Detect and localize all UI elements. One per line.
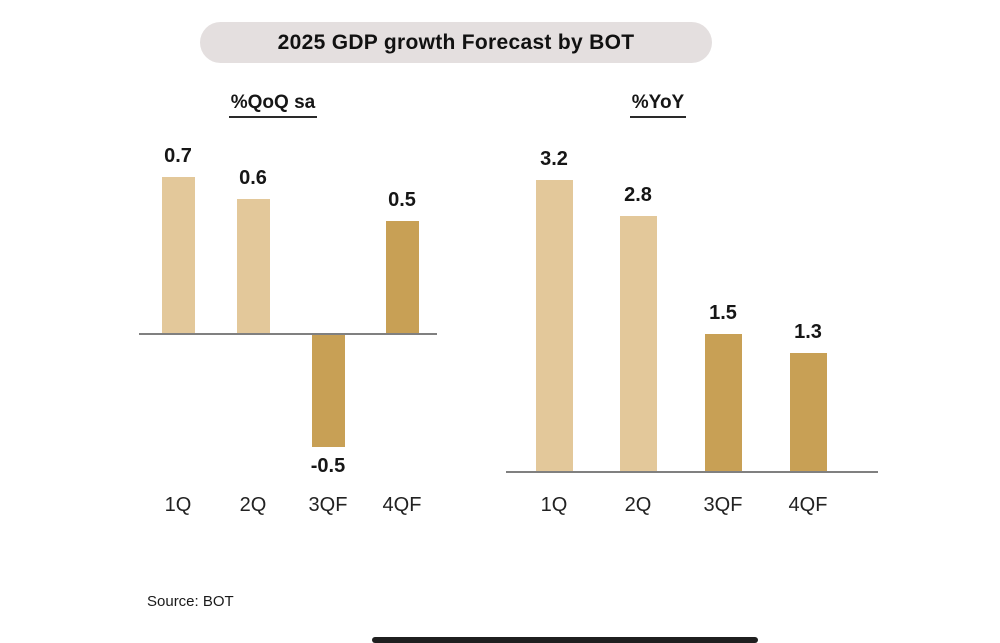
value-label-1Q: 3.2 <box>540 148 568 170</box>
zero-axis-line <box>506 471 878 473</box>
category-label-3QF: 3QF <box>308 494 348 516</box>
value-label-2Q: 2.8 <box>624 184 652 206</box>
category-label-2Q: 2Q <box>239 494 267 516</box>
right-chart-title-text: %YoY <box>629 92 687 118</box>
value-label-1Q: 0.7 <box>164 145 192 167</box>
category-label-4QF: 4QF <box>382 494 422 516</box>
bar-1Q <box>161 177 195 333</box>
bar-3QF <box>311 335 345 447</box>
left-chart-title-text: %QoQ sa <box>228 92 318 118</box>
right-chart-title: %YoY <box>508 92 808 118</box>
category-label-3QF: 3QF <box>703 494 743 516</box>
bottom-indicator-bar <box>372 637 758 643</box>
bar-2Q <box>236 199 270 333</box>
value-label-4QF: 0.5 <box>388 189 416 211</box>
value-label-4QF: 1.3 <box>794 321 822 343</box>
bar-3QF <box>704 334 742 471</box>
value-label-3QF: 1.5 <box>709 302 737 324</box>
left-chart-title: %QoQ sa <box>138 92 408 118</box>
category-label-4QF: 4QF <box>788 494 828 516</box>
category-label-1Q: 1Q <box>164 494 192 516</box>
category-label-1Q: 1Q <box>540 494 568 516</box>
value-label-2Q: 0.6 <box>239 167 267 189</box>
bar-4QF <box>385 221 419 333</box>
bar-2Q <box>619 216 657 471</box>
figure-title-pill: 2025 GDP growth Forecast by BOT <box>200 22 712 63</box>
source-note: Source: BOT <box>147 593 234 610</box>
figure-title: 2025 GDP growth Forecast by BOT <box>277 30 635 54</box>
bar-4QF <box>789 353 827 471</box>
category-label-2Q: 2Q <box>624 494 652 516</box>
bar-1Q <box>535 180 573 471</box>
value-label-3QF: -0.5 <box>310 455 346 477</box>
zero-axis-line <box>139 333 437 335</box>
